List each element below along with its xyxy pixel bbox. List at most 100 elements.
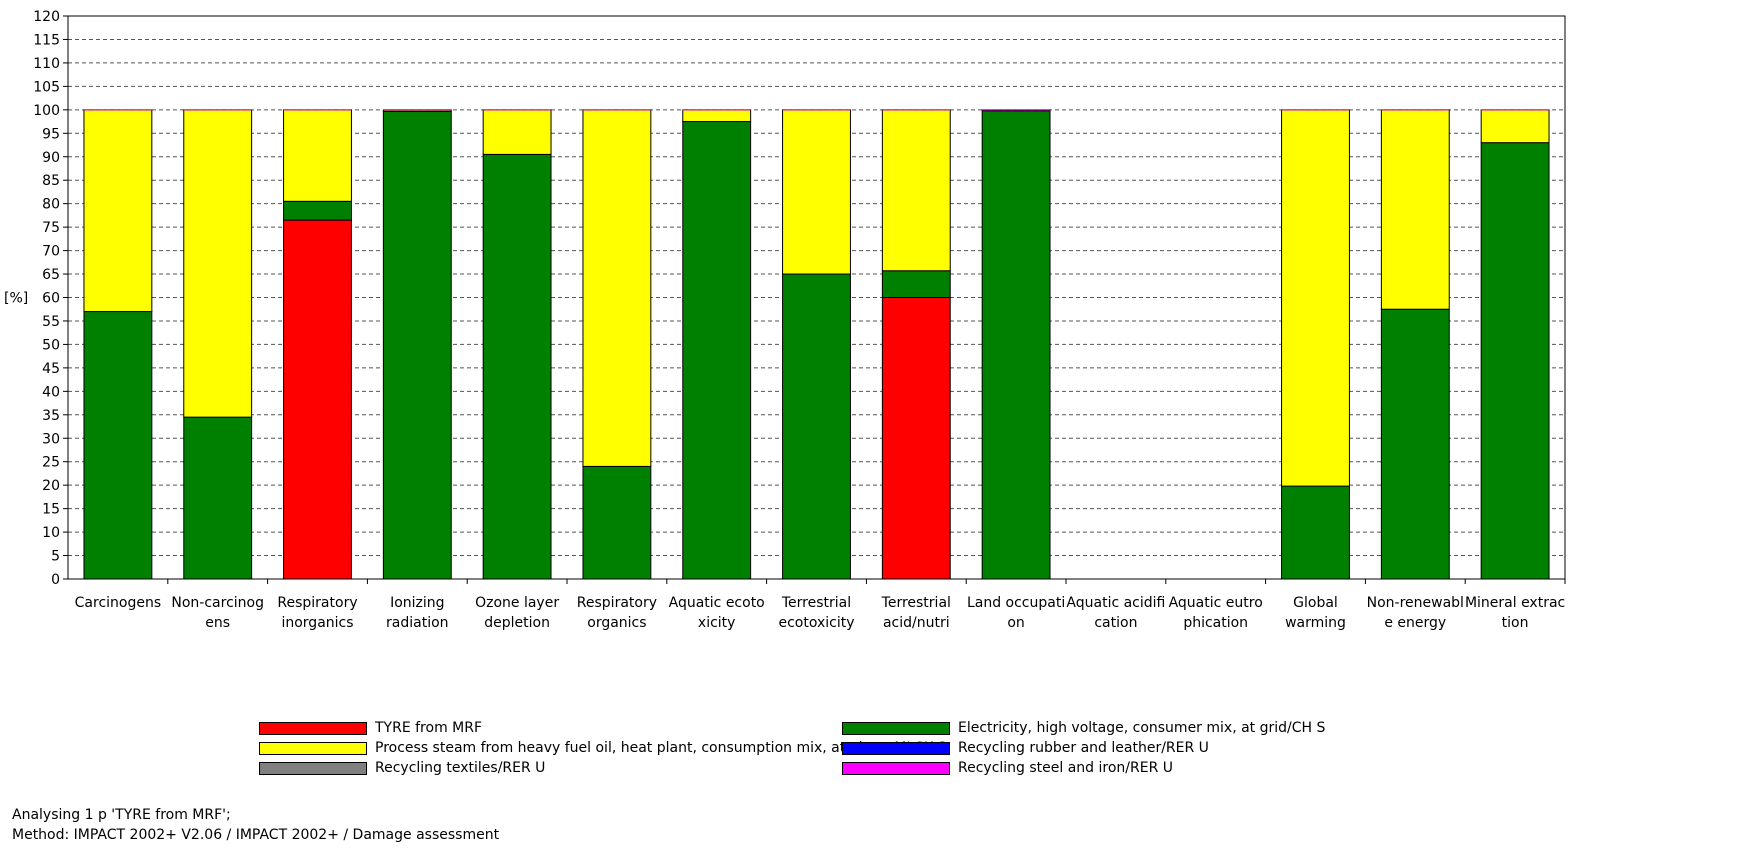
bar-segment: [682, 121, 752, 580]
bar-segment: [1281, 109, 1350, 487]
x-tick-label: phication: [1183, 615, 1248, 631]
x-tick-label: acid/nutri: [883, 615, 950, 631]
bar-segment: [83, 311, 153, 580]
analysis-footer: Analysing 1 p 'TYRE from MRF'; Method: I…: [12, 805, 499, 845]
legend-label: Process steam from heavy fuel oil, heat …: [375, 740, 947, 756]
legend-item-electricity: Electricity, high voltage, consumer mix,…: [842, 718, 1325, 738]
y-tick-label: 70: [42, 244, 60, 260]
x-tick-label: depletion: [484, 615, 550, 631]
y-tick-label: 45: [42, 361, 60, 377]
y-tick-label: 65: [42, 267, 60, 283]
x-tick-label: tion: [1502, 615, 1529, 631]
x-tick-label: xicity: [698, 615, 736, 631]
bar-segment: [283, 219, 352, 580]
y-tick-label: 40: [42, 384, 60, 400]
y-tick-label: 25: [42, 455, 60, 471]
bar-segment: [283, 200, 352, 221]
x-tick-label: warming: [1285, 615, 1346, 631]
y-tick-label: 30: [42, 431, 60, 447]
y-tick-label: 10: [42, 525, 60, 541]
legend-item-recycling-textiles: Recycling textiles/RER U: [259, 758, 545, 778]
legend-item-recycling-steel: Recycling steel and iron/RER U: [842, 758, 1173, 778]
x-tick-label: cation: [1094, 615, 1137, 631]
bar-segment: [183, 109, 253, 418]
y-tick-label: 90: [42, 150, 60, 166]
bar-segment: [1480, 142, 1550, 580]
y-tick-label: 110: [33, 56, 60, 72]
x-tick-label: radiation: [386, 615, 449, 631]
y-tick-label: 120: [33, 9, 60, 25]
y-tick-label: 60: [42, 291, 60, 307]
y-tick-label: 85: [42, 173, 60, 189]
y-tick-label: 80: [42, 197, 60, 213]
bar-segment: [582, 109, 652, 467]
x-tick-label: Respiratory: [277, 595, 357, 611]
legend-swatch: [259, 741, 367, 755]
legend-label: TYRE from MRF: [375, 720, 483, 736]
x-tick-label: Aquatic ecoto: [669, 595, 765, 611]
y-tick-label: 75: [42, 220, 60, 236]
x-tick-label: Mineral extrac: [1465, 595, 1565, 611]
x-tick-label: e energy: [1384, 615, 1446, 631]
y-tick-label: 35: [42, 408, 60, 424]
legend-swatch: [842, 761, 950, 775]
legend-label: Recycling textiles/RER U: [375, 760, 546, 776]
legend-swatch: [842, 721, 950, 735]
bar-segment: [782, 109, 851, 275]
method-text: Method: IMPACT 2002+ V2.06 / IMPACT 2002…: [12, 827, 500, 843]
y-tick-label: 115: [33, 32, 60, 48]
y-tick-label: 15: [42, 502, 60, 518]
plot-frame: [67, 15, 1566, 580]
y-tick-label: 95: [42, 126, 60, 142]
x-tick-label: Aquatic acidifi: [1066, 595, 1165, 611]
legend-swatch: [259, 721, 367, 735]
bar-segment: [881, 270, 951, 299]
x-tick-label: ecotoxicity: [778, 615, 854, 631]
x-tick-label: Carcinogens: [75, 595, 162, 611]
bar-segment: [283, 109, 352, 202]
bar-segment: [582, 465, 652, 580]
x-tick-label: inorganics: [281, 615, 353, 631]
x-tick-label: on: [1007, 615, 1024, 631]
stacked-bar-chart: 0 5 10 15 20 25 30 35 40 45 50 55 60 65 70 75 80 85 90 95 10…: [4, 9, 1566, 631]
bar-segment: [1380, 308, 1450, 580]
legend-item-process-steam: Process steam from heavy fuel oil, heat …: [259, 738, 946, 758]
y-tick-label: 55: [42, 314, 60, 330]
bar-segment: [782, 273, 851, 580]
analysis-subject-text: Analysing 1 p 'TYRE from MRF';: [12, 807, 231, 823]
legend-label: Electricity, high voltage, consumer mix,…: [958, 720, 1326, 736]
bar-segment: [482, 153, 552, 580]
bar-segment: [482, 109, 552, 155]
x-tick-label: Non-carcinog: [171, 595, 264, 611]
bar-segment: [183, 416, 253, 580]
y-tick-label: 100: [33, 103, 60, 119]
bar-segment: [1480, 109, 1550, 144]
legend-label: Recycling rubber and leather/RER U: [958, 740, 1209, 756]
legend-swatch: [259, 761, 367, 775]
bar-segment: [1281, 485, 1350, 580]
y-axis-label: [%]: [4, 291, 28, 307]
bar-segment: [881, 109, 951, 272]
x-tick-label: Terrestrial: [881, 595, 951, 611]
x-tick-label: Terrestrial: [781, 595, 851, 611]
bar-segment: [1380, 109, 1450, 310]
bar-segment: [682, 109, 752, 123]
bar-segment: [881, 297, 951, 580]
bar-segment: [382, 110, 452, 580]
y-tick-label: 105: [33, 79, 60, 95]
bar-segment: [981, 110, 1051, 580]
legend-item-recycling-rubber: Recycling rubber and leather/RER U: [842, 738, 1209, 758]
x-tick-label: Ionizing: [390, 595, 444, 611]
x-tick-label: Ozone layer: [475, 595, 559, 611]
legend-swatch: [842, 741, 950, 755]
legend-label: Recycling steel and iron/RER U: [958, 760, 1174, 776]
bar-segment: [83, 109, 153, 313]
x-tick-label: Aquatic eutro: [1169, 595, 1263, 611]
y-tick-label: 50: [42, 337, 60, 353]
x-tick-label: Global: [1293, 595, 1338, 611]
x-tick-label: Respiratory: [577, 595, 657, 611]
x-tick-label: organics: [587, 615, 646, 631]
y-tick-label: 0: [51, 572, 60, 588]
chart-legend: TYRE from MRF Process steam from heavy f…: [259, 718, 1390, 788]
legend-item-tyre: TYRE from MRF: [259, 718, 482, 738]
